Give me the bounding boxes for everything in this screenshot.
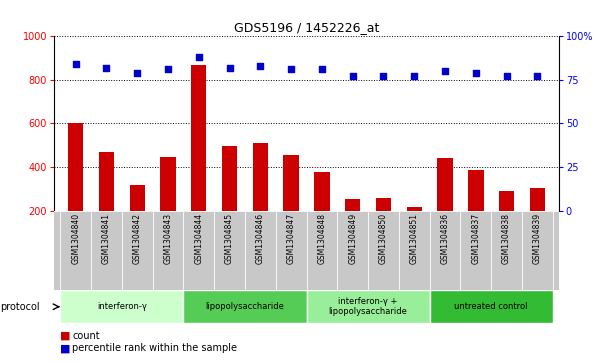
Bar <box>191 65 207 211</box>
Text: GSM1304846: GSM1304846 <box>256 213 265 264</box>
Text: GSM1304843: GSM1304843 <box>163 213 172 264</box>
Bar <box>499 191 514 211</box>
Text: GSM1304849: GSM1304849 <box>348 213 357 264</box>
Bar <box>252 143 268 211</box>
Bar <box>430 290 553 323</box>
Text: ■: ■ <box>60 343 70 354</box>
Point <box>225 65 234 70</box>
Text: GSM1304851: GSM1304851 <box>410 213 419 264</box>
Point <box>440 68 450 74</box>
Text: untreated control: untreated control <box>454 302 528 311</box>
Bar <box>314 172 329 211</box>
Text: GSM1304848: GSM1304848 <box>317 213 326 264</box>
Bar <box>60 290 183 323</box>
Point <box>71 61 81 67</box>
Text: percentile rank within the sample: percentile rank within the sample <box>72 343 237 354</box>
Point <box>532 73 542 79</box>
Point <box>286 66 296 72</box>
Text: GSM1304844: GSM1304844 <box>194 213 203 264</box>
Point <box>502 73 511 79</box>
Title: GDS5196 / 1452226_at: GDS5196 / 1452226_at <box>234 21 379 34</box>
Text: GSM1304837: GSM1304837 <box>471 213 480 264</box>
Text: ■: ■ <box>60 331 70 341</box>
Point <box>102 65 111 70</box>
Point <box>255 63 265 69</box>
Point <box>194 54 204 60</box>
Bar <box>160 157 175 211</box>
Bar <box>406 207 422 211</box>
Bar <box>68 123 84 211</box>
Bar <box>307 290 430 323</box>
Text: GSM1304838: GSM1304838 <box>502 213 511 264</box>
Text: GSM1304840: GSM1304840 <box>71 213 80 264</box>
Text: interferon-γ: interferon-γ <box>97 302 147 311</box>
Point <box>379 73 388 79</box>
Bar <box>222 146 237 211</box>
Text: GSM1304836: GSM1304836 <box>441 213 450 264</box>
Text: GSM1304841: GSM1304841 <box>102 213 111 264</box>
Text: GSM1304839: GSM1304839 <box>533 213 542 264</box>
Text: count: count <box>72 331 100 341</box>
Bar <box>99 152 114 211</box>
Bar <box>345 199 361 211</box>
Text: GSM1304850: GSM1304850 <box>379 213 388 264</box>
Bar <box>376 198 391 211</box>
Text: GSM1304842: GSM1304842 <box>133 213 142 264</box>
Text: lipopolysaccharide: lipopolysaccharide <box>206 302 284 311</box>
Bar <box>529 188 545 211</box>
Bar <box>183 290 307 323</box>
Point <box>409 73 419 79</box>
Text: GSM1304847: GSM1304847 <box>287 213 296 264</box>
Bar <box>468 170 484 211</box>
Bar <box>284 155 299 211</box>
Text: interferon-γ +
lipopolysaccharide: interferon-γ + lipopolysaccharide <box>329 297 407 317</box>
Point <box>163 66 173 72</box>
Text: GSM1304845: GSM1304845 <box>225 213 234 264</box>
Point <box>348 73 358 79</box>
Point <box>471 70 481 76</box>
Bar <box>438 158 453 211</box>
Point <box>132 70 142 76</box>
Point <box>317 66 327 72</box>
Bar <box>129 185 145 211</box>
Text: protocol: protocol <box>1 302 40 312</box>
